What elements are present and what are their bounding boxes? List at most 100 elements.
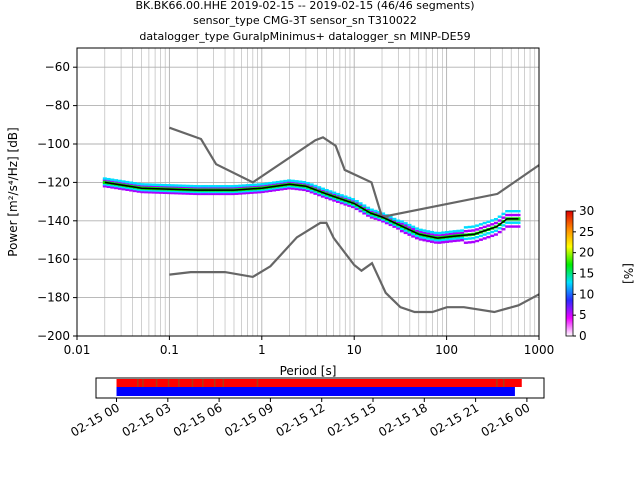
psd-hit bbox=[430, 230, 435, 234]
psd-hit bbox=[445, 230, 450, 234]
psd-hit bbox=[362, 206, 367, 209]
psd-hit bbox=[430, 233, 435, 236]
psd-hit bbox=[196, 186, 201, 190]
psd-hit bbox=[433, 231, 438, 235]
psd-hit bbox=[317, 188, 322, 191]
psd-hit bbox=[399, 222, 404, 226]
psd-hit bbox=[294, 187, 299, 191]
psd-hit bbox=[257, 190, 262, 194]
psd-hit bbox=[223, 192, 228, 196]
ppsd-axes: 0.01 0.1 1 10 100 1000 −200 −180 −160 −140 −120 −10… bbox=[6, 47, 555, 378]
psd-hit bbox=[467, 229, 472, 233]
psd-hit bbox=[204, 185, 209, 188]
psd-hit bbox=[174, 184, 179, 187]
psd-hit bbox=[399, 229, 404, 233]
psd-hit bbox=[211, 185, 216, 188]
psd-hit bbox=[140, 185, 145, 188]
psd-hit bbox=[422, 236, 427, 239]
psd-hit bbox=[516, 213, 521, 217]
psd-hit bbox=[196, 190, 201, 194]
psd-hit bbox=[174, 190, 179, 193]
psd-hit bbox=[351, 205, 356, 209]
psd-hit bbox=[381, 218, 386, 221]
y-tick-label: −100 bbox=[37, 137, 70, 151]
psd-hit bbox=[396, 227, 401, 230]
psd-hit bbox=[147, 183, 152, 186]
psd-hit bbox=[189, 186, 194, 190]
psd-hit bbox=[471, 225, 476, 228]
colorbar-label: [%] bbox=[621, 263, 635, 284]
psd-hit bbox=[162, 189, 167, 193]
psd-hit bbox=[377, 211, 382, 214]
processed-bar bbox=[116, 387, 515, 396]
psd-hit bbox=[185, 184, 190, 188]
psd-hit bbox=[215, 186, 220, 190]
psd-hit bbox=[144, 185, 149, 188]
psd-hit bbox=[335, 200, 340, 203]
psd-hit bbox=[362, 210, 367, 213]
psd-hit bbox=[253, 189, 258, 192]
psd-hit bbox=[170, 184, 175, 187]
psd-hit bbox=[144, 190, 149, 194]
psd-hit bbox=[155, 189, 160, 192]
psd-hit bbox=[490, 219, 495, 222]
segment-mark bbox=[178, 379, 180, 387]
psd-hit bbox=[354, 207, 359, 211]
timeline-tick-label: 02-15 21 bbox=[427, 400, 481, 439]
psd-hit bbox=[298, 186, 303, 189]
timeline-tick-label: 02-15 03 bbox=[120, 400, 174, 439]
psd-hit bbox=[501, 216, 506, 219]
psd-hit bbox=[463, 226, 468, 229]
timeline-tick-label: 02-15 09 bbox=[222, 400, 276, 439]
psd-hit bbox=[162, 183, 167, 187]
psd-hit bbox=[512, 213, 517, 217]
psd-hit bbox=[392, 219, 397, 223]
psd-hit bbox=[290, 181, 295, 184]
psd-hit bbox=[264, 184, 269, 187]
psd-hit bbox=[388, 217, 393, 221]
psd-hit bbox=[351, 198, 356, 201]
colorbar-tick-label: 30 bbox=[579, 204, 594, 218]
psd-hit bbox=[196, 192, 201, 196]
y-axis-label: Power [m²/s⁴/Hz] [dB] bbox=[6, 127, 20, 256]
psd-hit bbox=[317, 193, 322, 197]
timeline-tick-label: 02-15 18 bbox=[376, 400, 430, 439]
psd-hit bbox=[460, 229, 465, 232]
psd-hit bbox=[219, 190, 224, 194]
psd-hit bbox=[219, 192, 224, 196]
psd-hit bbox=[508, 210, 513, 213]
psd-hit bbox=[460, 231, 465, 235]
psd-hit bbox=[358, 202, 363, 205]
psd-hit bbox=[257, 189, 262, 192]
psd-hit bbox=[328, 196, 333, 199]
psd-hit bbox=[178, 192, 183, 195]
psd-hit bbox=[471, 229, 476, 232]
psd-hit bbox=[264, 188, 269, 191]
psd-hit bbox=[471, 236, 476, 240]
psd-hit bbox=[189, 184, 194, 188]
psd-hit bbox=[366, 206, 371, 210]
psd-hit bbox=[275, 188, 280, 191]
psd-hit bbox=[343, 195, 348, 198]
psd-hit bbox=[302, 180, 307, 184]
psd-hit bbox=[335, 198, 340, 202]
psd-hit bbox=[317, 191, 322, 195]
psd-hit bbox=[162, 191, 167, 195]
x-tick-label: 1000 bbox=[524, 343, 555, 357]
psd-hit bbox=[490, 230, 495, 234]
psd-hit bbox=[426, 239, 431, 243]
psd-hit bbox=[215, 185, 220, 188]
psd-hit bbox=[125, 180, 130, 184]
psd-hit bbox=[106, 183, 111, 187]
psd-hit bbox=[283, 185, 288, 189]
segment-mark bbox=[142, 379, 144, 387]
psd-hit bbox=[452, 237, 457, 240]
psd-hit bbox=[166, 189, 171, 193]
psd-hit bbox=[193, 190, 198, 194]
psd-hit bbox=[283, 179, 288, 183]
psd-hit bbox=[298, 182, 303, 185]
psd-hit bbox=[358, 207, 363, 211]
title-line-2: sensor_type CMG-3T sensor_sn T310022 bbox=[193, 14, 417, 27]
psd-hit bbox=[373, 215, 378, 218]
psd-hit bbox=[230, 186, 235, 190]
